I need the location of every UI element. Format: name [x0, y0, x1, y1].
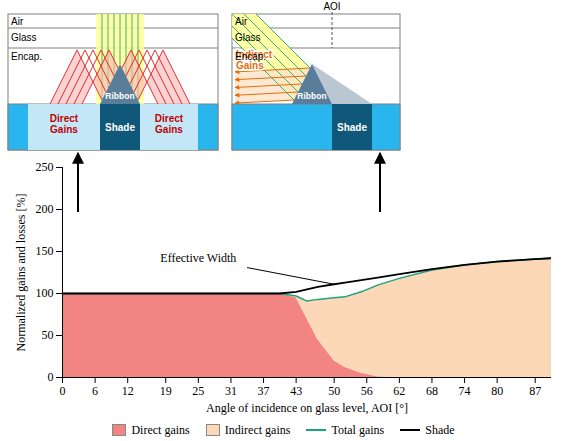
svg-text:37: 37 — [258, 384, 270, 398]
svg-text:Shade: Shade — [337, 122, 367, 133]
svg-text:Shade: Shade — [105, 122, 135, 133]
html-text:Total gains: Total gains — [331, 422, 385, 437]
svg-text:Ribbon: Ribbon — [105, 91, 134, 101]
svg-text:Direct: Direct — [50, 113, 79, 124]
svg-text:Encap.: Encap. — [235, 51, 266, 62]
svg-text:Gains: Gains — [50, 124, 78, 135]
svg-text:Gains: Gains — [236, 60, 264, 71]
svg-text:Glass: Glass — [235, 32, 261, 43]
html-text:Indirect gains: Indirect gains — [224, 422, 291, 437]
svg-text:31: 31 — [225, 384, 237, 398]
svg-text:12: 12 — [122, 384, 134, 398]
svg-text:25: 25 — [192, 384, 204, 398]
svg-text:Gains: Gains — [155, 124, 183, 135]
svg-text:50: 50 — [42, 328, 54, 342]
svg-text:150: 150 — [36, 244, 54, 258]
svg-text:80: 80 — [491, 384, 503, 398]
svg-text:100: 100 — [36, 286, 54, 300]
svg-text:Glass: Glass — [11, 32, 37, 43]
svg-text:6: 6 — [92, 384, 98, 398]
html-text:Direct gains: Direct gains — [131, 422, 190, 437]
html-text:Shade: Shade — [425, 422, 455, 437]
svg-text:50: 50 — [328, 384, 340, 398]
svg-text:200: 200 — [36, 202, 54, 216]
svg-text:250: 250 — [36, 160, 54, 174]
svg-text:68: 68 — [426, 384, 438, 398]
svg-text:19: 19 — [160, 384, 172, 398]
svg-text:62: 62 — [393, 384, 405, 398]
svg-text:0: 0 — [48, 370, 54, 384]
svg-text:Effective Width: Effective Width — [160, 251, 236, 265]
svg-text:74: 74 — [459, 384, 471, 398]
svg-text:Air: Air — [11, 16, 24, 27]
svg-text:AOI: AOI — [323, 1, 340, 12]
svg-text:43: 43 — [290, 384, 302, 398]
svg-text:Angle of incidence on glass le: Angle of incidence on glass level, AOI [… — [206, 401, 408, 415]
svg-text:87: 87 — [529, 384, 541, 398]
svg-text:Encap.: Encap. — [11, 51, 42, 62]
svg-text:Direct: Direct — [155, 113, 184, 124]
svg-text:0: 0 — [60, 384, 66, 398]
svg-text:Air: Air — [235, 16, 248, 27]
svg-text:Normalized gains and losses [%: Normalized gains and losses [%] — [14, 194, 28, 352]
svg-text:56: 56 — [361, 384, 373, 398]
svg-text:Ribbon: Ribbon — [297, 91, 326, 101]
